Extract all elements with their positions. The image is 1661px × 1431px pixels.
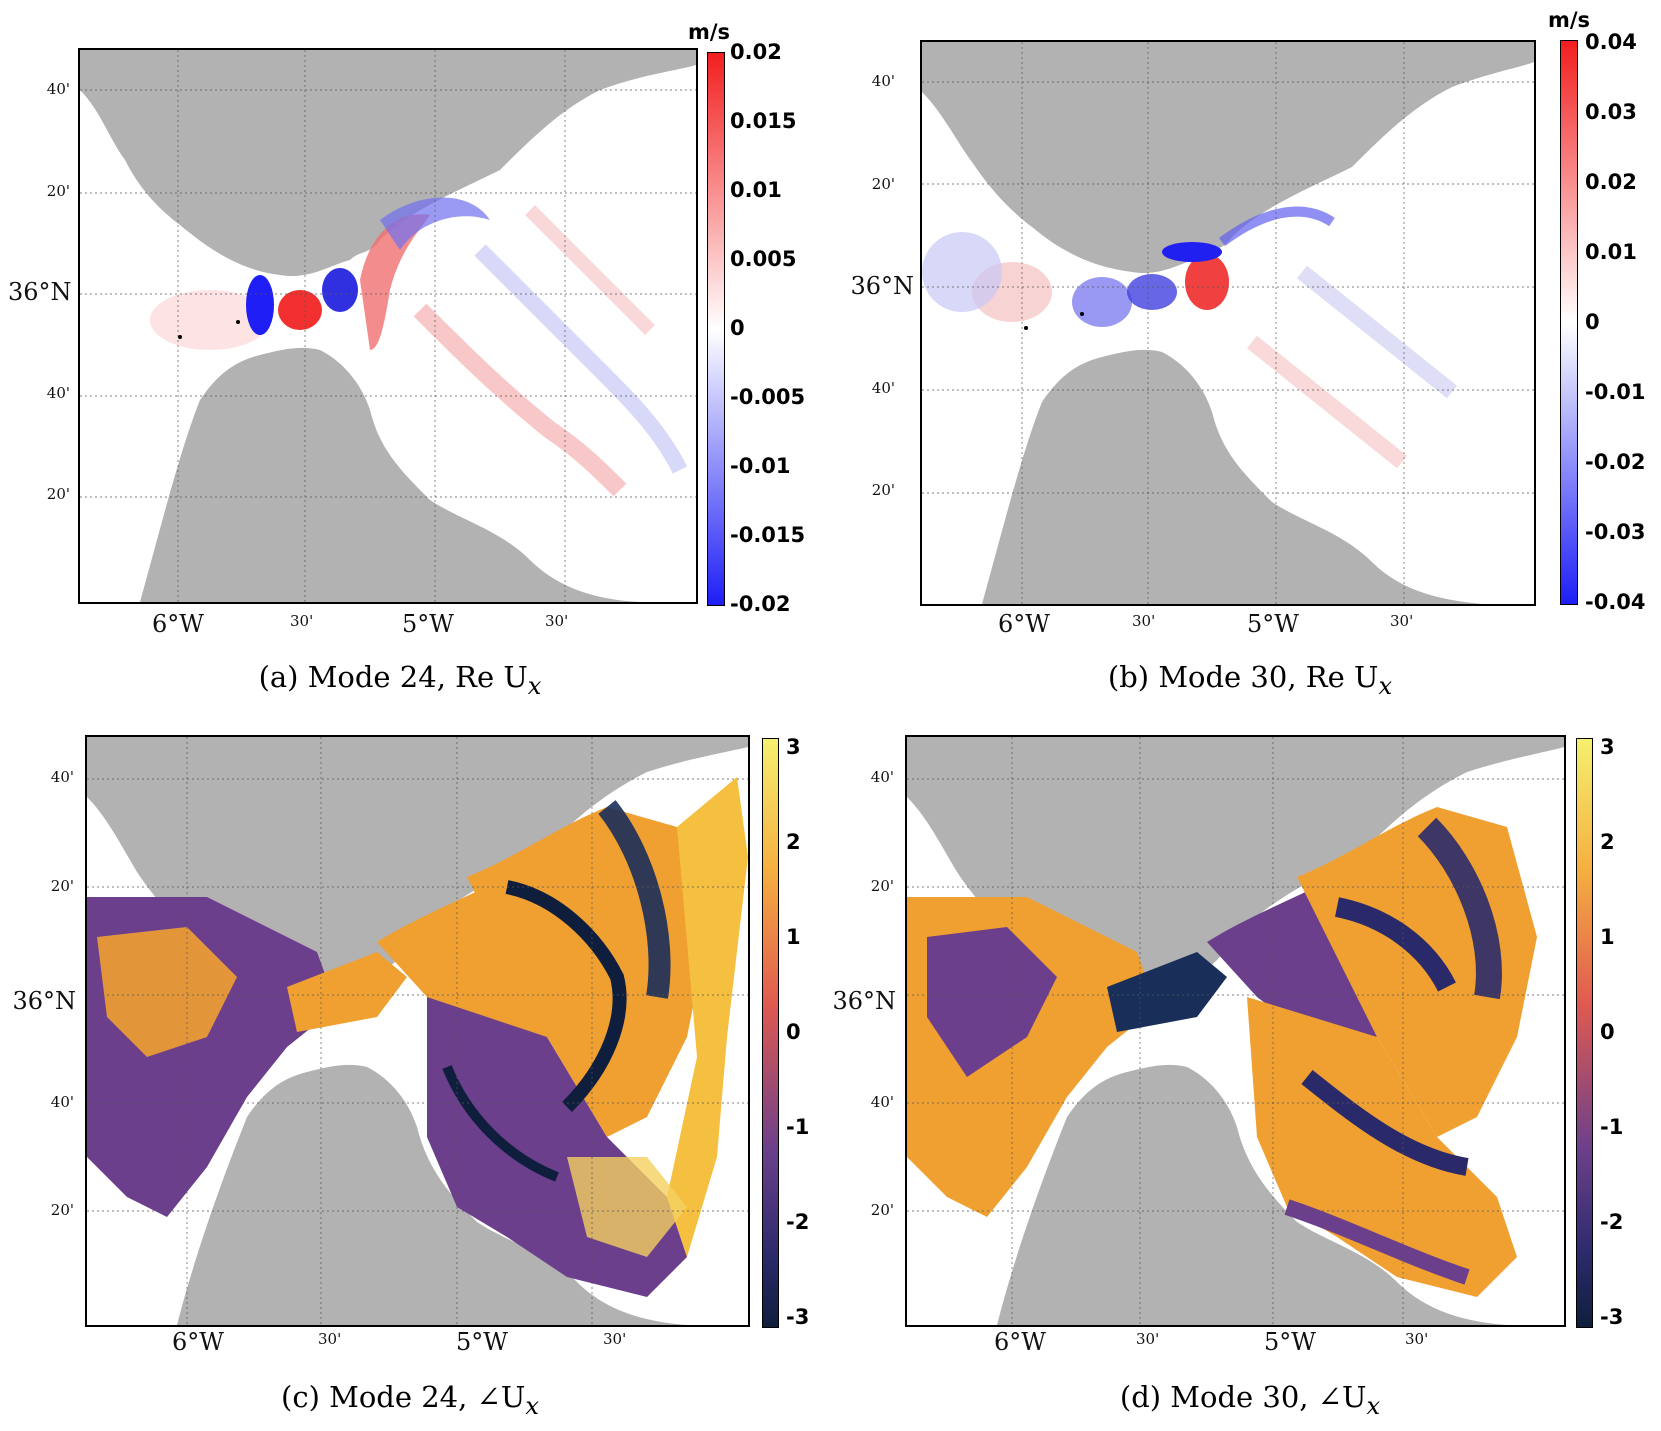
lat-label-20-bottom: 20' (46, 485, 70, 503)
map-a (78, 48, 698, 604)
colorbar-c-tick-4: -1 (786, 1115, 810, 1139)
caption-d: (d) Mode 30, ∠Ux (1119, 1380, 1381, 1420)
lon-label-5w: 5°W (402, 610, 454, 638)
lon-c-label-6w: 6°W (172, 1328, 224, 1356)
lon-b-label-6w: 6°W (998, 610, 1050, 638)
lon-label-6w: 6°W (152, 610, 204, 638)
colorbar-d-tick-5: -2 (1600, 1210, 1624, 1234)
lat-c-label-40-bottom: 40' (50, 1093, 74, 1111)
caption-b: (b) Mode 30, Re Ux (1107, 660, 1393, 700)
lat-b-label-20-top: 20' (871, 175, 895, 193)
map-b (920, 40, 1536, 606)
colorbar-a-tick-3: 0.005 (730, 247, 797, 271)
colorbar-b-tick-3: 0.01 (1585, 240, 1637, 264)
colorbar-a-tick-1: 0.015 (730, 109, 797, 133)
colorbar-c-tick-0: 3 (786, 735, 801, 759)
colorbar-c-tick-6: -3 (786, 1305, 810, 1329)
colorbar-a-tick-4: 0 (730, 316, 745, 340)
colorbar-a-tick-8: -0.02 (730, 592, 791, 616)
lat-b-label-40-top: 40' (871, 72, 895, 90)
lat-c-label-20-top: 20' (50, 877, 74, 895)
colorbar-d-tick-0: 3 (1600, 735, 1615, 759)
colorbar-c-tick-2: 1 (786, 925, 801, 949)
lon-c-label-30-b: 30' (603, 1330, 627, 1348)
colorbar-b-tick-2: 0.02 (1585, 170, 1637, 194)
caption-a: (a) Mode 24, Re Ux (258, 660, 542, 700)
lon-d-label-30-a: 30' (1136, 1330, 1160, 1348)
colorbar-a-tick-0: 0.02 (730, 40, 782, 64)
lon-c-label-5w: 5°W (456, 1328, 508, 1356)
map-c (85, 735, 750, 1327)
colorbar-c-tick-1: 2 (786, 830, 801, 854)
colorbar-a (707, 52, 725, 606)
lon-b-label-5w: 5°W (1247, 610, 1299, 638)
colorbar-d (1576, 738, 1593, 1328)
lon-label-30-a: 30' (290, 612, 314, 630)
lat-d-label-36n: 36°N (832, 987, 896, 1015)
colorbar-b-tick-0: 0.04 (1585, 30, 1637, 54)
colorbar-b-tick-1: 0.03 (1585, 100, 1637, 124)
lat-b-label-40-bottom: 40' (871, 379, 895, 397)
colorbar-b-tick-6: -0.02 (1585, 450, 1646, 474)
lat-b-label-36n: 36°N (850, 272, 914, 300)
colorbar-a-tick-6: -0.01 (730, 454, 791, 478)
lat-d-label-20-top: 20' (870, 877, 894, 895)
colorbar-d-tick-1: 2 (1600, 830, 1615, 854)
lat-d-label-40-bottom: 40' (870, 1093, 894, 1111)
map-b-plot (922, 42, 1534, 604)
colorbar-b (1560, 40, 1578, 605)
colorbar-a-tick-7: -0.015 (730, 523, 806, 547)
colorbar-b-tick-5: -0.01 (1585, 380, 1646, 404)
colorbar-d-tick-4: -1 (1600, 1115, 1624, 1139)
colorbar-b-tick-7: -0.03 (1585, 520, 1646, 544)
lat-d-label-20-bottom: 20' (870, 1201, 894, 1219)
lon-c-label-30-a: 30' (318, 1330, 342, 1348)
colorbar-c (762, 738, 779, 1328)
map-d (905, 735, 1566, 1327)
colorbar-a-tick-2: 0.01 (730, 178, 782, 202)
colorbar-b-tick-4: 0 (1585, 310, 1600, 334)
colorbar-a-tick-5: -0.005 (730, 385, 806, 409)
lat-c-label-36n: 36°N (12, 987, 76, 1015)
lat-c-label-20-bottom: 20' (50, 1201, 74, 1219)
lat-label-40-top: 40' (46, 80, 70, 98)
colorbar-unit-b: m/s (1548, 8, 1591, 32)
colorbar-unit-a: m/s (688, 20, 731, 44)
lat-label-20-top: 20' (46, 182, 70, 200)
colorbar-d-tick-2: 1 (1600, 925, 1615, 949)
lat-label-36n: 36°N (8, 278, 72, 306)
lat-b-label-20-bottom: 20' (871, 481, 895, 499)
lat-c-label-40-top: 40' (50, 768, 74, 786)
map-c-plot (87, 737, 748, 1325)
lon-d-label-5w: 5°W (1264, 1328, 1316, 1356)
colorbar-d-tick-6: -3 (1600, 1305, 1624, 1329)
caption-c: (c) Mode 24, ∠Ux (281, 1380, 539, 1420)
colorbar-c-tick-3: 0 (786, 1020, 801, 1044)
colorbar-c-tick-5: -2 (786, 1210, 810, 1234)
map-d-plot (907, 737, 1564, 1325)
map-a-plot (80, 50, 696, 602)
lat-label-40-bottom: 40' (46, 384, 70, 402)
colorbar-d-tick-3: 0 (1600, 1020, 1615, 1044)
lat-d-label-40-top: 40' (870, 768, 894, 786)
lon-label-30-b: 30' (545, 612, 569, 630)
lon-d-label-6w: 6°W (994, 1328, 1046, 1356)
lon-b-label-30-a: 30' (1132, 612, 1156, 630)
lon-d-label-30-b: 30' (1405, 1330, 1429, 1348)
colorbar-b-tick-8: -0.04 (1585, 590, 1646, 614)
lon-b-label-30-b: 30' (1390, 612, 1414, 630)
